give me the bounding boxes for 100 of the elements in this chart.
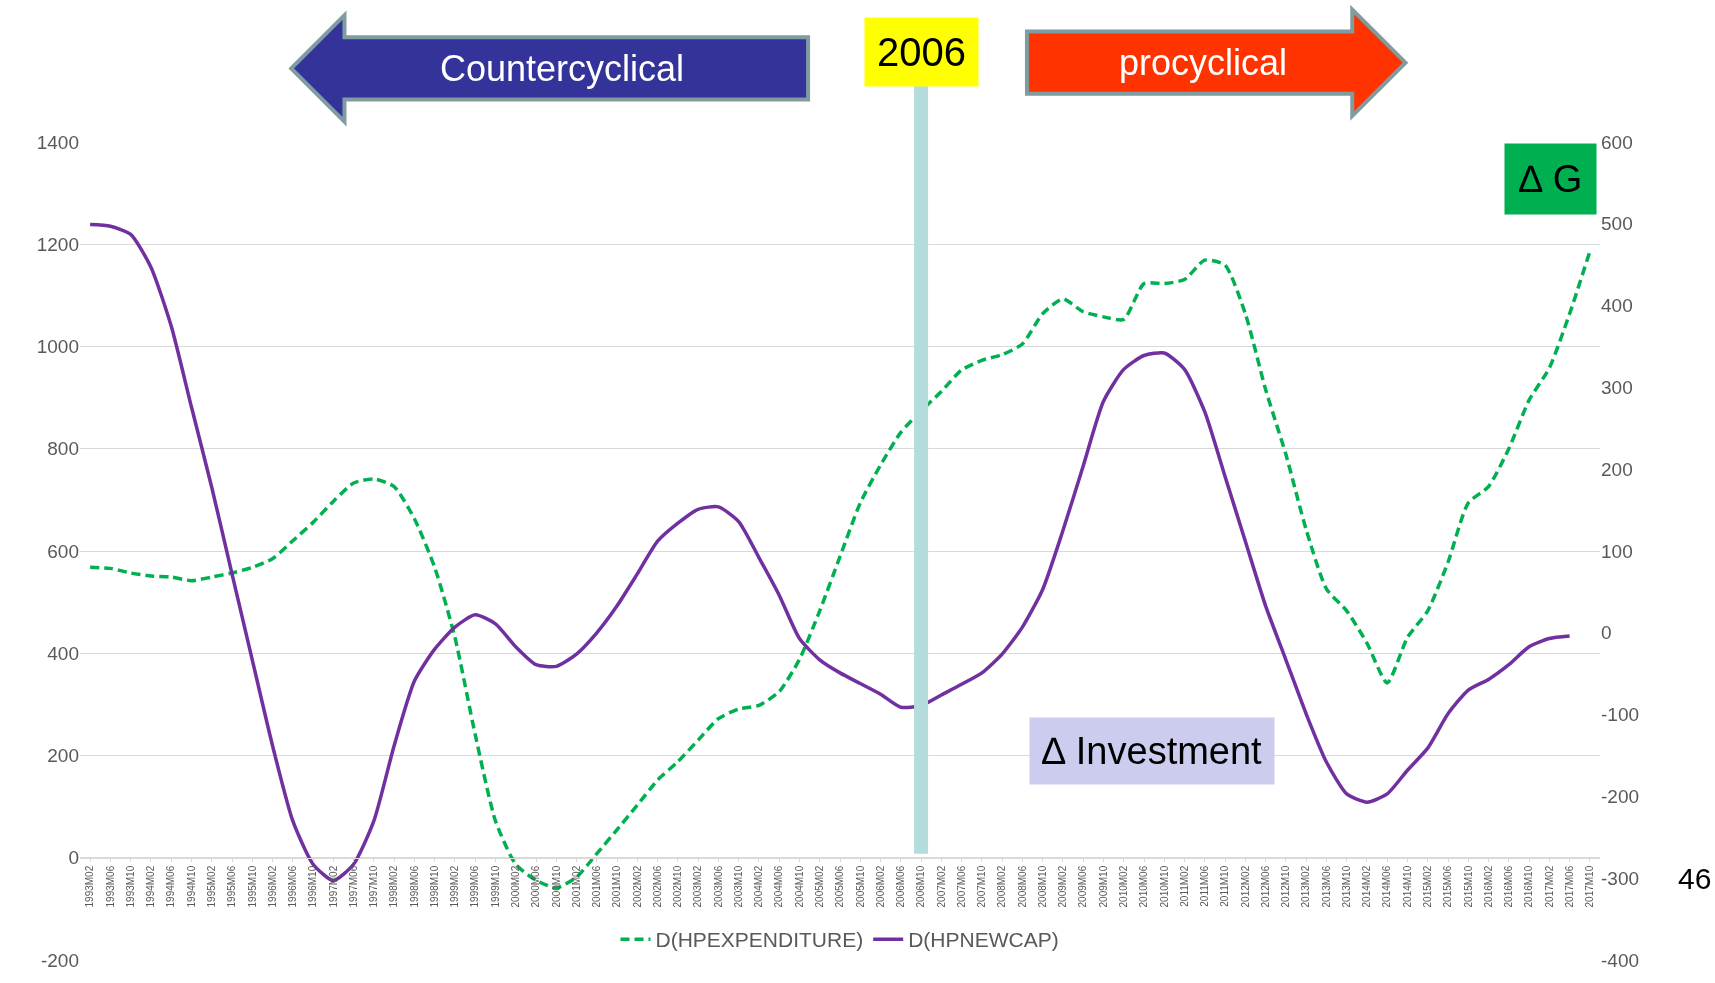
y2-tick-label: -200 — [1601, 786, 1640, 808]
x-tick-label: 2002M06 — [651, 865, 663, 908]
x-tick-label: 2017M02 — [1543, 865, 1555, 908]
legend-label: D(HPEXPENDITURE) — [655, 928, 864, 952]
x-tick-label: 1997M06 — [347, 865, 359, 908]
x-tick-label: 2016M10 — [1523, 865, 1535, 908]
x-tick-label: 2011M10 — [1219, 865, 1231, 907]
x-tick-label: 1995M06 — [226, 865, 238, 908]
y-tick-label: 1200 — [36, 233, 79, 255]
annotation: ∆ Investment — [1042, 730, 1263, 772]
x-tick-label: 2014M06 — [1381, 865, 1393, 908]
x-tick-label: 1996M02 — [266, 865, 278, 908]
x-tick-label: 2002M02 — [631, 865, 643, 908]
x-tick-label: 1997M02 — [327, 865, 339, 908]
annotation: ∆ G — [1519, 158, 1583, 200]
y2-tick-label: 100 — [1601, 540, 1633, 562]
x-tick-label: 2008M06 — [1016, 865, 1028, 908]
x-tick-label: 2010M06 — [1138, 865, 1150, 908]
x-tick-label: 1996M06 — [287, 865, 299, 908]
x-tick-label: 2015M06 — [1442, 865, 1454, 908]
x-tick-label: 1996M10 — [307, 865, 319, 908]
x-tick-label: 2005M06 — [834, 865, 846, 908]
x-tick-label: 2014M02 — [1361, 865, 1373, 908]
y-tick-label: 600 — [47, 540, 79, 562]
x-tick-label: 2012M10 — [1280, 865, 1292, 908]
x-tick-label: 2004M10 — [793, 865, 805, 908]
x-tick-label: 1993M02 — [84, 865, 96, 908]
x-tick-label: 2006M10 — [915, 865, 927, 908]
x-tick-label: 2009M06 — [1077, 865, 1089, 908]
x-tick-label: 2009M02 — [1057, 865, 1069, 908]
text: procyclical — [1119, 42, 1288, 83]
x-tick-label: 2005M02 — [813, 865, 825, 908]
x-tick-label: 2013M10 — [1340, 865, 1352, 908]
x-tick-label: 2001M10 — [611, 865, 623, 908]
x-tick-label: 1998M06 — [408, 865, 420, 908]
y2-tick-label: 600 — [1601, 131, 1633, 153]
x-tick-label: 2012M02 — [1239, 865, 1251, 908]
y-tick-label: 800 — [47, 438, 79, 460]
y2-tick-label: 300 — [1601, 377, 1633, 399]
x-tick-label: 2016M06 — [1503, 865, 1515, 908]
x-tick-label: 2017M10 — [1584, 865, 1596, 908]
x-tick-label: 2003M06 — [712, 865, 724, 908]
y2-tick-label: 0 — [1601, 622, 1612, 644]
x-tick-label: 1995M02 — [205, 865, 217, 908]
y2-tick-label: 400 — [1601, 295, 1633, 317]
x-tick-label: 2006M02 — [874, 865, 886, 908]
text: Countercyclical — [440, 48, 685, 89]
x-tick-label: 1998M10 — [428, 865, 440, 908]
y-tick-label: 1400 — [36, 131, 79, 153]
y-tick-label: 0 — [68, 847, 79, 869]
x-tick-label: 2003M10 — [732, 865, 744, 908]
y-tick-label: 200 — [47, 745, 79, 767]
y2-tick-label: 500 — [1601, 213, 1633, 235]
x-tick-label: 2004M02 — [753, 865, 765, 908]
x-tick-label: 1994M02 — [145, 865, 157, 908]
y2-tick-label: -300 — [1601, 867, 1640, 889]
x-tick-label: 2008M10 — [1036, 865, 1048, 908]
x-tick-label: 2001M02 — [570, 865, 582, 908]
x-tick-label: 2010M10 — [1158, 865, 1170, 908]
x-tick-label: 2007M06 — [955, 865, 967, 908]
x-tick-label: 2007M02 — [935, 865, 947, 908]
x-tick-label: 2011M02 — [1178, 865, 1190, 907]
x-tick-label: 1999M06 — [469, 865, 481, 908]
x-tick-label: 2009M10 — [1097, 865, 1109, 908]
y2-tick-label: -400 — [1601, 949, 1640, 971]
x-tick-label: 1999M02 — [449, 865, 461, 908]
x-tick-label: 2011M06 — [1199, 865, 1211, 907]
x-tick-label: 2012M06 — [1259, 865, 1271, 908]
x-tick-label: 1993M06 — [104, 865, 116, 908]
x-tick-label: 1993M10 — [124, 865, 136, 908]
x-tick-label: 1997M10 — [368, 865, 380, 908]
x-tick-label: 2004M06 — [773, 865, 785, 908]
legend-label: D(HPNEWCAP) — [908, 928, 1059, 952]
y-tick-label: 1000 — [36, 336, 79, 358]
x-tick-label: 2007M10 — [976, 865, 988, 908]
y-tick-label: 400 — [47, 642, 79, 664]
y2-tick-label: 200 — [1601, 458, 1633, 480]
x-tick-label: 2005M10 — [854, 865, 866, 908]
x-tick-label: 2006M06 — [895, 865, 907, 908]
ref-line-label: 2006 — [877, 30, 966, 74]
y2-tick-label: -100 — [1601, 704, 1640, 726]
x-tick-label: 2013M06 — [1320, 865, 1332, 908]
x-tick-label: 1995M10 — [246, 865, 258, 908]
x-tick-label: 2000M06 — [530, 865, 542, 908]
x-tick-label: 2000M10 — [550, 865, 562, 908]
x-tick-label: 1994M06 — [165, 865, 177, 908]
x-tick-label: 2015M02 — [1421, 865, 1433, 908]
y-tick-label: -200 — [40, 949, 79, 971]
x-tick-label: 2003M02 — [692, 865, 704, 908]
x-tick-label: 2016M02 — [1482, 865, 1494, 908]
x-tick-label: 2000M02 — [509, 865, 521, 908]
x-tick-label: 1994M10 — [185, 865, 197, 908]
x-tick-label: 2001M06 — [591, 865, 603, 908]
text: 46 — [1678, 862, 1712, 895]
x-tick-label: 2015M10 — [1462, 865, 1474, 908]
x-tick-label: 2013M02 — [1300, 865, 1312, 908]
x-tick-label: 2008M02 — [996, 865, 1008, 908]
x-tick-label: 2014M10 — [1401, 865, 1413, 908]
x-tick-label: 2010M02 — [1117, 865, 1129, 908]
x-tick-label: 2017M06 — [1563, 865, 1575, 908]
